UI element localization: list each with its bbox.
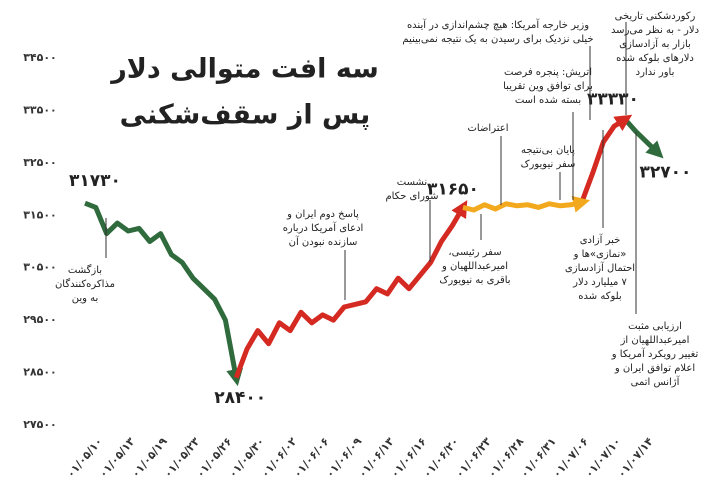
annotation: آژانس اتمی bbox=[631, 375, 681, 388]
annotation: احتمال آزادسازی bbox=[565, 261, 635, 274]
annotation: ۷ میلیارد دلار bbox=[572, 277, 627, 288]
data-label: ۳۱۶۵۰ bbox=[427, 179, 479, 199]
annotation: تغییر رویکرد آمریکا و bbox=[611, 347, 699, 360]
line-segment bbox=[623, 117, 664, 159]
annotation: بازگشت bbox=[68, 264, 102, 276]
annotation: سفر رئیسی، bbox=[448, 247, 501, 258]
annotation: بسته شده است bbox=[515, 95, 581, 106]
annotation: سازنده نبودن آن bbox=[289, 235, 358, 248]
y-tick-label: ۳۴۵۰۰ bbox=[23, 51, 57, 64]
annotation: باور ندارد bbox=[636, 67, 675, 78]
annotation: سفر نیویورک bbox=[521, 159, 576, 170]
annotation: ارزیابی مثبت bbox=[628, 321, 682, 332]
data-label: ۲۸۴۰۰ bbox=[214, 388, 266, 408]
data-label: ۳۳۳۳۰ bbox=[587, 89, 639, 109]
annotation: رکوردشکنی تاریخی bbox=[615, 11, 696, 22]
annotation: ادعای آمریکا درباره bbox=[283, 221, 364, 234]
data-label: ۳۲۷۰۰ bbox=[639, 162, 691, 182]
annotation: شورای حکام bbox=[385, 191, 438, 202]
y-tick-label: ۲۸۵۰۰ bbox=[23, 366, 57, 379]
y-tick-label: ۳۱۵۰۰ bbox=[23, 208, 57, 221]
annotation: امیرعبداللهیان از bbox=[620, 335, 690, 346]
y-tick-label: ۲۷۵۰۰ bbox=[23, 418, 57, 431]
line-segment bbox=[233, 200, 468, 379]
annotation: دلار - به نظر می‌رسد bbox=[611, 25, 699, 36]
annotation: باقری به نیویورک bbox=[439, 275, 510, 286]
annotation: اعتراضات bbox=[467, 123, 508, 134]
annotation: وزیر خارجه آمریکا: هیچ چشم‌اندازی در آین… bbox=[407, 18, 589, 31]
annotation: اعلام توافق ایران و bbox=[614, 363, 695, 374]
annotation: خیلی نزدیک برای رسیدن به یک نتیجه نمی‌بی… bbox=[402, 34, 593, 45]
chart-title: سه افت متوالی دلار bbox=[109, 54, 379, 85]
y-tick-label: ۲۹۵۰۰ bbox=[23, 313, 57, 326]
annotation: اتریش: پنجره فرصت bbox=[504, 67, 592, 78]
annotation: پایان بی‌نتیجه bbox=[521, 145, 575, 156]
data-label: ۳۱۷۳۰ bbox=[69, 171, 121, 191]
chart-title: پس از سقف‌شکنی bbox=[120, 100, 371, 131]
y-tick-label: ۳۰۵۰۰ bbox=[23, 261, 57, 274]
line-segment bbox=[462, 195, 591, 213]
annotation: دلارهای بلوکه شده bbox=[616, 53, 694, 64]
annotation: امیرعبداللهیان و bbox=[441, 261, 508, 272]
annotation: پاسخ دوم ایران و bbox=[286, 209, 359, 220]
annotation: «نمازی»ها و bbox=[573, 249, 627, 260]
annotation: مذاکره‌کنندگان bbox=[55, 278, 115, 290]
annotation: خبر آزادی bbox=[580, 233, 621, 246]
annotation: به وین bbox=[72, 293, 99, 304]
y-tick-label: ۳۳۵۰۰ bbox=[23, 103, 57, 116]
annotation: نشست bbox=[397, 177, 427, 188]
annotation: بلوکه شده bbox=[578, 291, 621, 302]
annotation: بازار به آزادسازی bbox=[619, 37, 691, 50]
line-segment bbox=[84, 200, 243, 387]
annotation: برای توافق وین تقریبا bbox=[503, 81, 593, 92]
y-tick-label: ۳۲۵۰۰ bbox=[23, 156, 57, 169]
